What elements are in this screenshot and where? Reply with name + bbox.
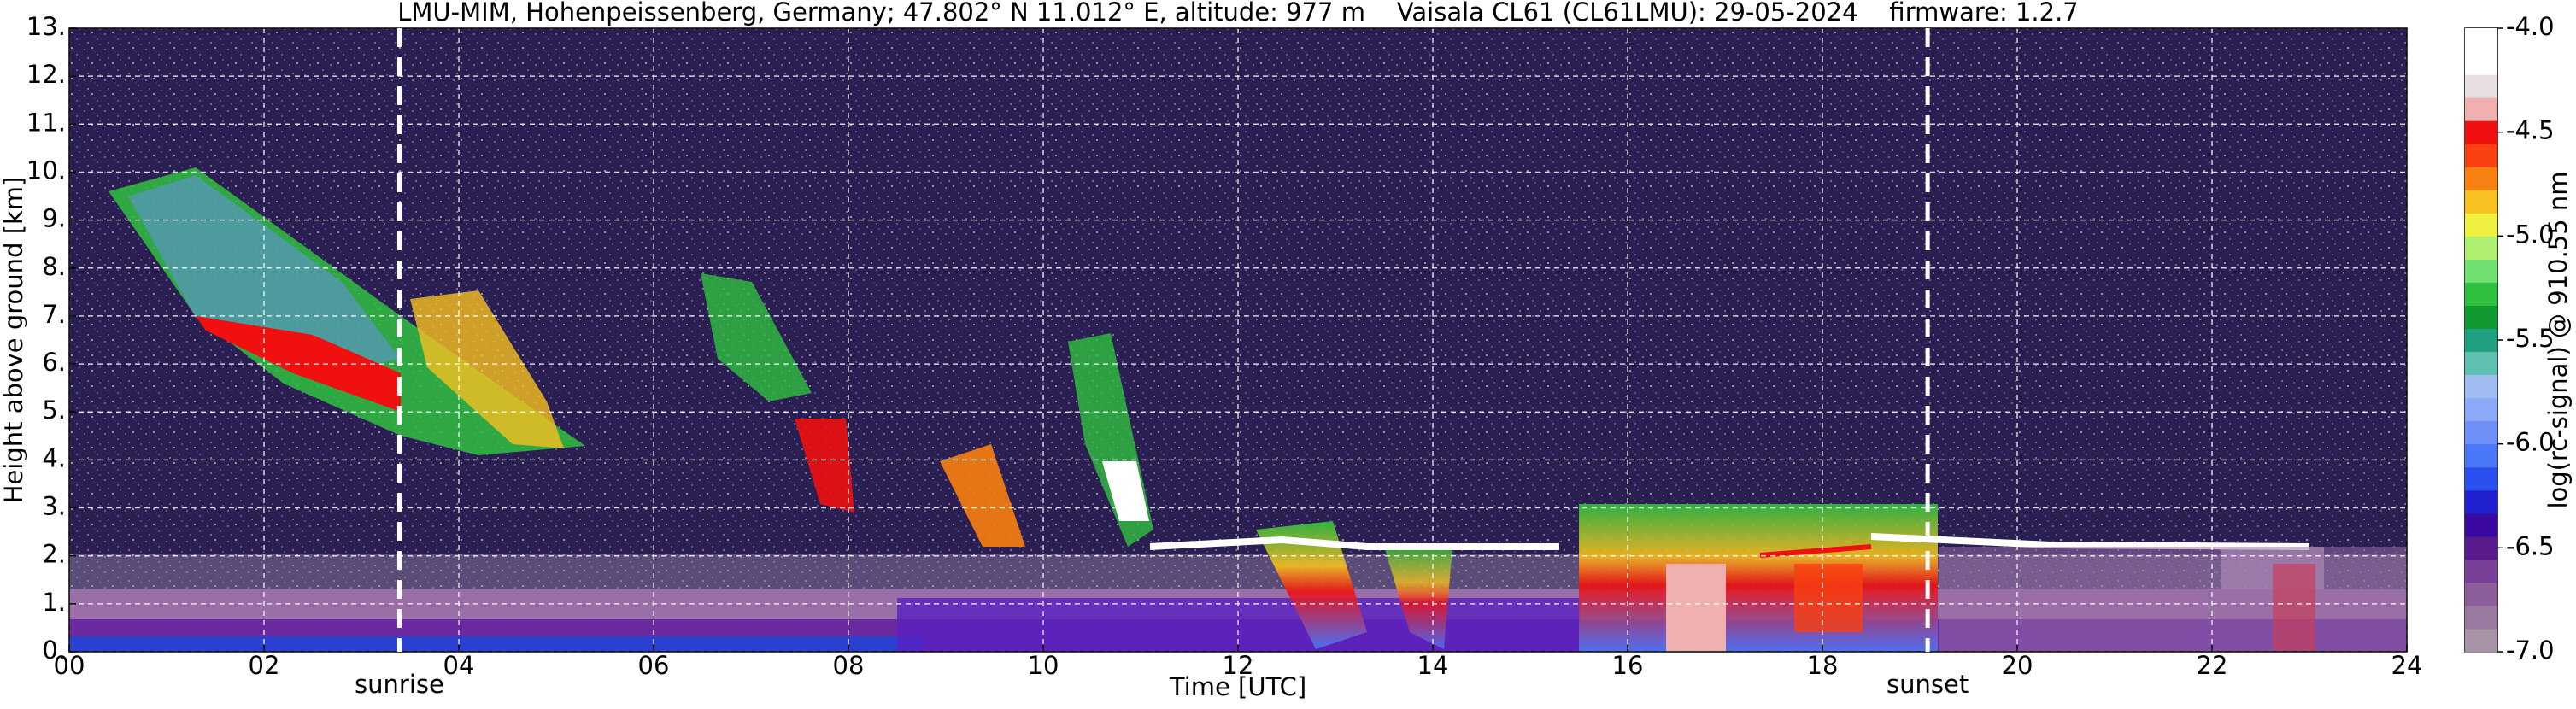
y-tick-label: 5. [42,396,66,425]
colorbar-segment [2465,466,2497,491]
colorbar-segment [2465,120,2497,144]
colorbar-segment [2465,559,2497,583]
colorbar-segment [2465,97,2497,121]
x-tick-label: 20 [2002,651,2033,680]
colorbar-segment [2465,489,2497,514]
colorbar-segment [2465,190,2497,214]
x-tick-label: 12 [1223,651,1254,680]
y-tick-label: 8. [42,252,66,281]
x-tick-label: 04 [443,651,475,680]
colorbar-segment [2465,628,2497,653]
colorbar-tick-label: -6.5 [2506,531,2555,560]
y-tick-label: 0. [42,636,66,665]
colorbar-segment [2465,282,2497,306]
y-tick-label: 6. [42,348,66,377]
plot-frame [68,27,2408,653]
colorbar-segment [2465,28,2497,52]
x-tick-label: 22 [2197,651,2228,680]
colorbar-segment [2465,74,2497,98]
y-tick-label: 11. [26,108,66,137]
colorbar-segment [2465,328,2497,353]
colorbar-segment [2465,305,2497,329]
y-tick-label: 2. [42,540,66,569]
colorbar-tick-label: -4.0 [2506,12,2555,41]
colorbar-tick-label: -4.5 [2506,116,2555,145]
annotation-label: sunset [1887,670,1969,699]
colorbar-segment [2465,582,2497,606]
colorbar-segment [2465,374,2497,399]
colorbar-segment [2465,536,2497,560]
colorbar-segment [2465,259,2497,283]
colorbar-segment [2465,144,2497,167]
colorbar-tick-label: -7.0 [2506,636,2555,665]
colorbar-segment [2465,513,2497,537]
chart-title: LMU-MIM, Hohenpeissenberg, Germany; 47.8… [397,0,2079,26]
y-tick-label: 10. [26,155,66,185]
y-tick-label: 4. [42,443,66,472]
y-tick-label: 3. [42,492,66,521]
x-tick-label: 18 [1807,651,1839,680]
x-tick-label: 24 [2391,651,2423,680]
colorbar-segment [2465,236,2497,260]
x-tick-label: 02 [249,651,280,680]
y-tick-label: 13. [26,12,66,41]
colorbar-label: log(rc-signal) @ 910.55 nm [2544,171,2573,508]
y-tick-label: 12. [26,60,66,89]
colorbar-segment [2465,51,2497,75]
colorbar-segment [2465,443,2497,468]
colorbar-segment [2465,397,2497,422]
colorbar-segment [2465,351,2497,376]
colorbar-segment [2465,605,2497,630]
colorbar-segment [2465,420,2497,445]
colorbar-tick-label: -5.5 [2506,324,2555,353]
colorbar-tick-label: -5.0 [2506,220,2555,249]
y-tick-label: 9. [42,204,66,233]
x-axis-label: Time [UTC] [1169,672,1306,701]
y-axis-label: Height above ground [km] [0,177,28,504]
x-tick-label: 14 [1417,651,1449,680]
colorbar-tick-label: -6.0 [2506,428,2555,457]
x-tick-label: 16 [1612,651,1644,680]
colorbar-segment [2465,213,2497,237]
x-tick-label: 00 [54,651,85,680]
x-tick-label: 06 [638,651,670,680]
y-tick-label: 7. [42,300,66,329]
y-tick-label: 1. [42,588,66,617]
colorbar-segment [2465,167,2497,190]
x-tick-label: 10 [1028,651,1059,680]
annotation-label: sunrise [355,670,444,699]
x-tick-label: 08 [833,651,865,680]
